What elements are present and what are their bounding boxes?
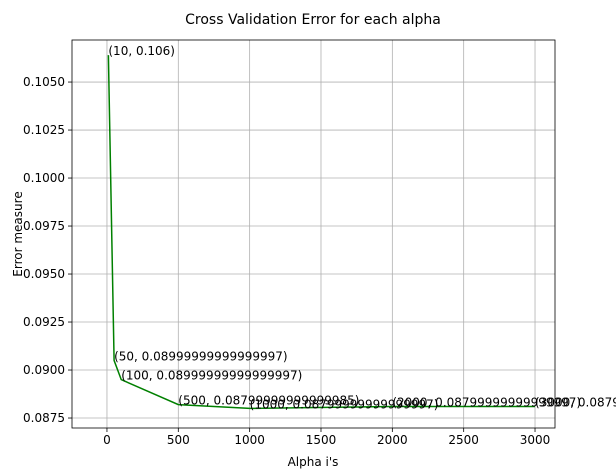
line-series — [107, 55, 536, 410]
x-axis-label: Alpha i's — [288, 455, 339, 469]
y-tick-label: 0.0925 — [23, 315, 65, 329]
chart-title: Cross Validation Error for each alpha — [185, 12, 441, 28]
annotation: (2000, 0.08799999999999997) — [392, 395, 581, 409]
annotation: (3000, 0.08799999999999997) — [535, 395, 616, 409]
y-tick-label: 0.0900 — [23, 363, 65, 377]
x-tick-label: 2500 — [448, 433, 479, 447]
y-tick-label: 0.1025 — [23, 123, 65, 137]
y-tick-label: 0.1050 — [23, 75, 65, 89]
annotation: (100, 0.08999999999999997) — [121, 369, 302, 383]
axes-frame — [71, 39, 556, 429]
y-tick-label: 0.0950 — [23, 267, 65, 281]
y-tick-label: 0.1000 — [23, 171, 65, 185]
annotation: (10, 0.106) — [108, 44, 175, 58]
annotation: (1000, 0.08799999999999997) — [250, 397, 439, 411]
y-tick-label: 0.0975 — [23, 219, 65, 233]
x-tick-label: 500 — [167, 433, 190, 447]
x-tick-label: 1000 — [234, 433, 265, 447]
x-tick-label: 3000 — [520, 433, 551, 447]
y-axis-label: Error measure — [11, 191, 25, 276]
x-tick-label: 1500 — [306, 433, 337, 447]
annotation: (500, 0.08799999999999985) — [178, 394, 359, 408]
annotation: (50, 0.08999999999999997) — [114, 349, 288, 363]
y-tick-label: 0.0875 — [23, 411, 65, 425]
x-tick-label: 2000 — [377, 433, 408, 447]
x-tick-label: 0 — [103, 433, 111, 447]
